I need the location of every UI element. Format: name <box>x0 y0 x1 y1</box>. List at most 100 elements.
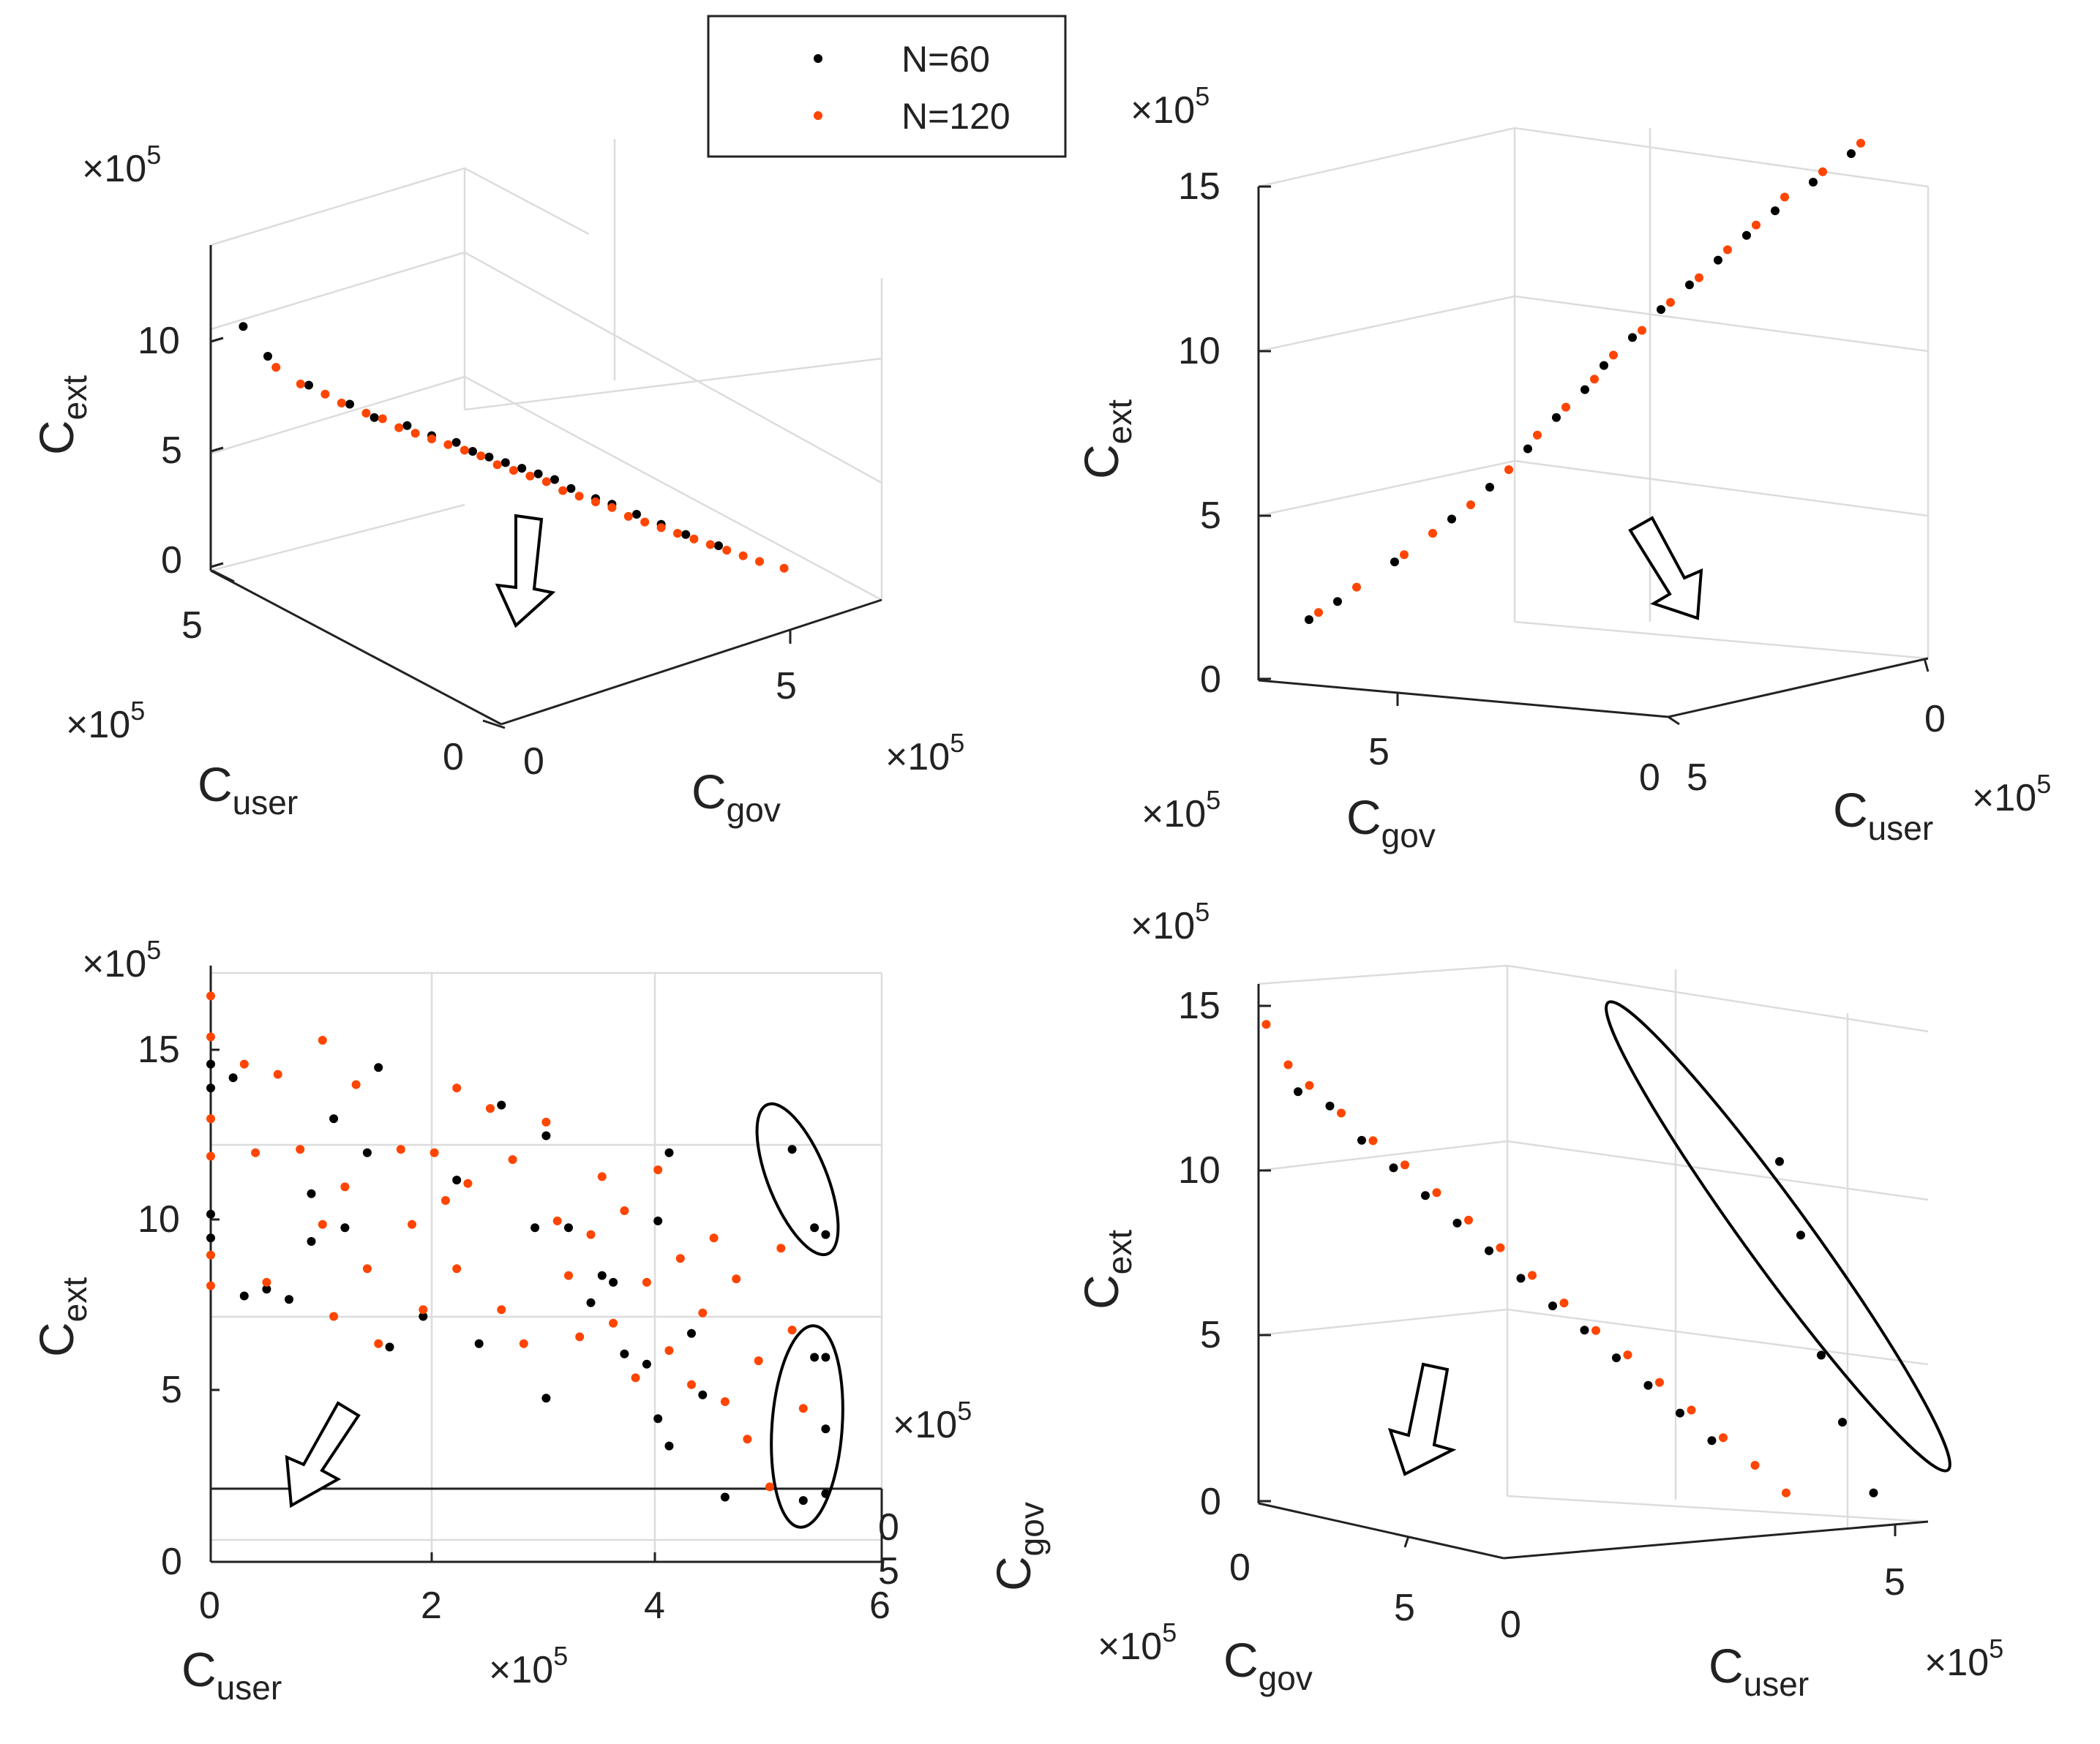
legend-marker-n120 <box>814 111 822 120</box>
panel-a-point-n120-19 <box>607 503 617 512</box>
panel-c-point-n120-43 <box>687 1380 696 1389</box>
panel-b-user-label: Cuser <box>1833 783 1933 847</box>
panel-a-point-n60-5 <box>402 421 412 430</box>
panel-a-point-n120-23 <box>673 529 682 538</box>
panel-b-ext-tick-5: 5 <box>1200 495 1221 537</box>
panel-c-point-n120-18 <box>396 1145 405 1154</box>
panel-c-point-n120-27 <box>497 1305 506 1315</box>
panel-c-point-n60-10 <box>329 1114 339 1124</box>
panel-b-ext-tick-10: 10 <box>1178 330 1220 372</box>
panel-d-gov-tick-0: 0 <box>1229 1546 1250 1589</box>
panel-a-point-n60-0 <box>239 322 248 331</box>
panel-c-point-n120-15 <box>351 1080 361 1089</box>
panel-c-point-n120-29 <box>519 1339 528 1348</box>
panel-a: 10 5 0 5 0 0 5 ×105 ×105 ×105 Cext Cuser… <box>29 139 964 829</box>
panel-c-point-n60-32 <box>687 1328 696 1338</box>
panel-a-point-n120-28 <box>755 557 764 566</box>
panel-d-point-n120-6 <box>1432 1188 1441 1198</box>
panel-a-point-n120-26 <box>722 546 732 555</box>
panel-b-grid <box>1258 127 1930 660</box>
panel-c-point-n120-6 <box>239 1059 249 1069</box>
panel-c-point-n60-4 <box>228 1073 238 1083</box>
panel-d-gov-label: Cgov <box>1223 1633 1313 1697</box>
panel-b-point-n120-3 <box>1428 529 1437 538</box>
panel-a-point-n60-2 <box>304 380 313 390</box>
panel-c-point-n60-38 <box>810 1353 820 1362</box>
panel-c-user-tick-0: 0 <box>199 1585 220 1627</box>
panel-b-point-n60-13 <box>1742 230 1751 240</box>
panel-d-point-n120-15 <box>1719 1433 1728 1443</box>
panel-a-gov-tick-0: 0 <box>523 740 544 783</box>
panel-d-point-n120-9 <box>1528 1271 1537 1280</box>
panel-b-point-n120-8 <box>1590 375 1599 384</box>
panel-a-point-n120-29 <box>779 563 789 573</box>
panel-a-point-n120-18 <box>591 497 600 506</box>
panel-c-point-n60-30 <box>664 1148 674 1157</box>
panel-a-user-tick-0: 0 <box>443 736 464 778</box>
panel-a-point-n120-14 <box>525 471 535 481</box>
panel-d-grid <box>1258 964 1929 1529</box>
panel-a-point-n60-7 <box>451 437 461 447</box>
panel-c-point-n60-8 <box>307 1189 316 1198</box>
panel-b-point-n120-0 <box>1314 608 1323 617</box>
panel-b-point-n120-12 <box>1695 273 1703 282</box>
panel-b-point-n60-4 <box>1485 483 1494 492</box>
panel-c-point-n60-22 <box>564 1223 573 1233</box>
panel-c-ext-scale: ×105 <box>82 935 161 985</box>
panel-d-point-n60-4 <box>1421 1191 1430 1200</box>
panel-b-point-n120-4 <box>1466 500 1475 509</box>
panel-a-ext-label: Cext <box>29 375 94 455</box>
panel-d-point-n60-14 <box>1775 1157 1784 1166</box>
panel-d-highlight-ellipse <box>1605 1000 1951 1473</box>
panel-a-point-n60-11 <box>517 464 527 473</box>
panel-d-ext-tick-15: 15 <box>1178 985 1220 1027</box>
panel-a-user-scale: ×105 <box>66 696 145 746</box>
panel-b-point-n60-7 <box>1580 385 1589 394</box>
panel-b-gov-tick-0: 0 <box>1639 756 1660 799</box>
panel-a-point-n120-24 <box>689 534 699 544</box>
panel-a-point-n120-4 <box>361 408 371 418</box>
panel-a-point-n60-12 <box>533 469 543 478</box>
panel-a-point-n60-19 <box>681 530 691 539</box>
panel-b-point-n60-5 <box>1523 444 1532 454</box>
panel-c-point-n120-30 <box>541 1117 551 1127</box>
panel-b-point-n120-16 <box>1818 167 1827 176</box>
panel-c-point-n60-21 <box>541 1394 551 1403</box>
panel-d-point-n60-1 <box>1325 1101 1335 1110</box>
panel-b-gov-label: Cgov <box>1346 790 1436 854</box>
legend-label-n120: N=120 <box>901 96 1010 137</box>
panel-c-point-n120-34 <box>586 1230 596 1239</box>
panel-c-point-n60-37 <box>810 1223 820 1233</box>
panel-d-point-n120-13 <box>1655 1377 1664 1387</box>
panel-a-point-n120-15 <box>541 477 551 486</box>
panel-c-point-n120-10 <box>296 1145 305 1154</box>
svg-text:Cext: Cext <box>29 375 94 455</box>
svg-text:Cext: Cext <box>29 1277 94 1357</box>
panel-a-ext-tick-5: 5 <box>161 429 182 472</box>
panel-c-point-n120-51 <box>776 1244 786 1253</box>
panel-a-gov-tick-5: 5 <box>776 665 797 707</box>
panel-c-point-n60-15 <box>419 1312 428 1321</box>
panel-d-point-n60-8 <box>1548 1301 1557 1311</box>
panel-c-point-n120-0 <box>206 991 215 1001</box>
panel-c-point-n60-19 <box>530 1223 540 1233</box>
panel-b-point-n120-11 <box>1666 298 1675 307</box>
panel-c-point-n120-31 <box>552 1217 562 1225</box>
panel-c-points <box>206 991 830 1506</box>
panel-d-point-n60-0 <box>1294 1087 1302 1097</box>
panel-a-point-n120-22 <box>656 523 666 533</box>
panel-c-point-n120-4 <box>206 1250 215 1260</box>
panel-c-user-tick-4: 4 <box>644 1585 665 1627</box>
panel-a-points <box>239 322 789 573</box>
panel-b-point-n120-13 <box>1723 245 1732 255</box>
panel-c-point-n120-7 <box>251 1148 260 1157</box>
panel-c-point-n60-17 <box>474 1339 484 1348</box>
panel-c-ext-tick-10: 10 <box>138 1198 180 1241</box>
panel-d-point-n60-11 <box>1643 1380 1653 1390</box>
panel-d-point-n120-3 <box>1337 1108 1346 1118</box>
panel-d-point-n120-17 <box>1782 1488 1790 1497</box>
panel-c-point-n60-41 <box>821 1353 830 1362</box>
panel-a-user-tick-5: 5 <box>181 604 203 647</box>
panel-b-point-n120-10 <box>1638 326 1646 335</box>
panel-c-point-n60-29 <box>653 1414 663 1424</box>
